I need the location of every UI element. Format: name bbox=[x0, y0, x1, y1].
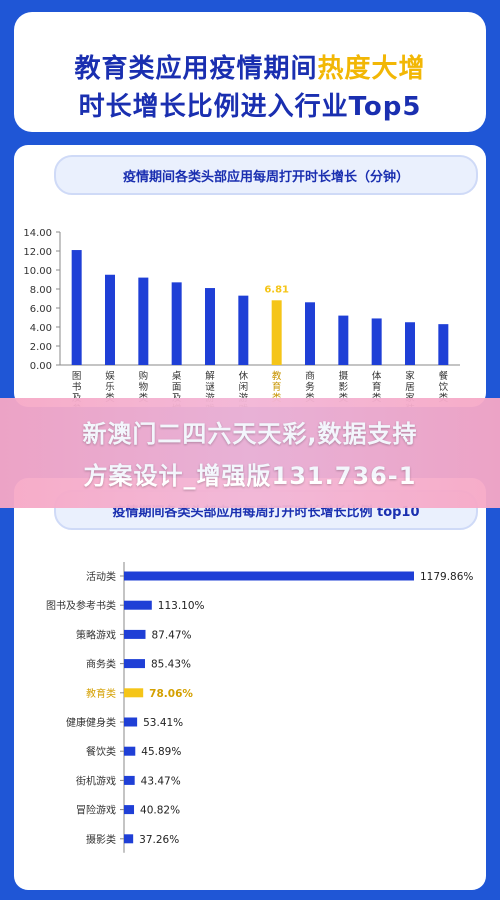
bar bbox=[124, 659, 145, 669]
header-title-line2: 时长增长比例进入行业Top5 bbox=[78, 92, 422, 122]
bar bbox=[338, 315, 349, 365]
y-tick-label: 2.00 bbox=[30, 342, 52, 353]
category-label: 活动类 bbox=[86, 570, 116, 583]
bar bbox=[405, 322, 415, 365]
header-card: 教育类应用疫情期间热度大增 时长增长比例进入行业Top5 bbox=[14, 12, 486, 132]
header-title-highlight: 热度大增 bbox=[317, 54, 426, 84]
category-label: 餐饮类 bbox=[86, 745, 116, 758]
category-label: 策略游戏 bbox=[76, 628, 116, 641]
bar bbox=[71, 250, 82, 365]
banner-line1: 新澳门二四六天天彩,数据支持 bbox=[82, 420, 418, 448]
value-label: 85.43% bbox=[151, 659, 191, 671]
header-title-text: 教育类应用疫情期间 bbox=[74, 54, 318, 84]
chart2-card: 疫情期间各类头部应用每周打开时长增长比例 top10 活动类 1179.86% 图书… bbox=[14, 478, 486, 890]
y-tick-label: 10.00 bbox=[23, 266, 52, 277]
header-title-line1: 教育类应用疫情期间热度大增 bbox=[14, 48, 486, 85]
value-label: 78.06% bbox=[149, 688, 193, 700]
value-label: 45.89% bbox=[141, 746, 181, 758]
bar bbox=[271, 300, 282, 365]
bar bbox=[105, 274, 115, 365]
category-label: 教育类 bbox=[86, 687, 116, 700]
bar bbox=[124, 600, 152, 610]
bar bbox=[124, 717, 138, 727]
category-label: 街机游戏 bbox=[76, 774, 116, 787]
category-label: 摄影类 bbox=[86, 833, 116, 846]
chart2-svg: 活动类 1179.86% 图书及参考书类 113.10% 策略游戏 87.47% 商务类 85… bbox=[46, 562, 473, 853]
category-label: 商务类 bbox=[86, 658, 116, 671]
bar bbox=[124, 805, 135, 815]
y-tick-label: 12.00 bbox=[23, 247, 52, 258]
value-label: 37.26% bbox=[139, 834, 179, 846]
bar bbox=[305, 302, 315, 365]
chart1-title: 疫情期间各类头部应用每周打开时长增长（分钟） bbox=[54, 155, 478, 195]
chart1-svg: 0.002.004.006.008.0010.0012.0014.00图书及参娱… bbox=[23, 228, 460, 407]
chart1-card: 疫情期间各类头部应用每周打开时长增长（分钟） 0.00 2.00 4.00 6.00 8… bbox=[14, 145, 486, 407]
bar bbox=[124, 571, 414, 581]
bar bbox=[238, 295, 249, 365]
banner-line2: 方案设计_增强版131.736-1 bbox=[83, 462, 417, 490]
bar bbox=[371, 318, 382, 365]
value-label: 53.41% bbox=[143, 717, 183, 729]
bar-value-label: 6.81 bbox=[264, 284, 289, 295]
category-label: 图书及参考书类 bbox=[46, 599, 116, 612]
value-label: 113.10% bbox=[158, 600, 205, 612]
category-label: 健康健身类 bbox=[66, 716, 116, 729]
bar bbox=[124, 688, 144, 698]
bar bbox=[124, 746, 136, 756]
y-tick-label: 0.00 bbox=[30, 361, 52, 372]
bar bbox=[124, 775, 135, 785]
value-label: 1179.86% bbox=[420, 571, 473, 583]
y-tick-label: 8.00 bbox=[30, 285, 52, 296]
bar bbox=[438, 324, 449, 365]
bar bbox=[124, 629, 146, 639]
value-label: 87.47% bbox=[151, 629, 191, 641]
y-tick-label: 14.00 bbox=[23, 228, 52, 239]
category-label: 冒险游戏 bbox=[76, 804, 116, 817]
y-tick-label: 4.00 bbox=[30, 323, 52, 334]
value-label: 43.47% bbox=[141, 775, 181, 787]
promo-banner: 新澳门二四六天天彩,数据支持 方案设计_增强版131.736-1 bbox=[0, 398, 500, 508]
bar bbox=[138, 277, 149, 365]
value-label: 40.82% bbox=[140, 805, 180, 817]
bar bbox=[124, 834, 134, 844]
bar bbox=[205, 288, 215, 365]
bar bbox=[171, 282, 182, 365]
y-tick-label: 6.00 bbox=[30, 304, 52, 315]
